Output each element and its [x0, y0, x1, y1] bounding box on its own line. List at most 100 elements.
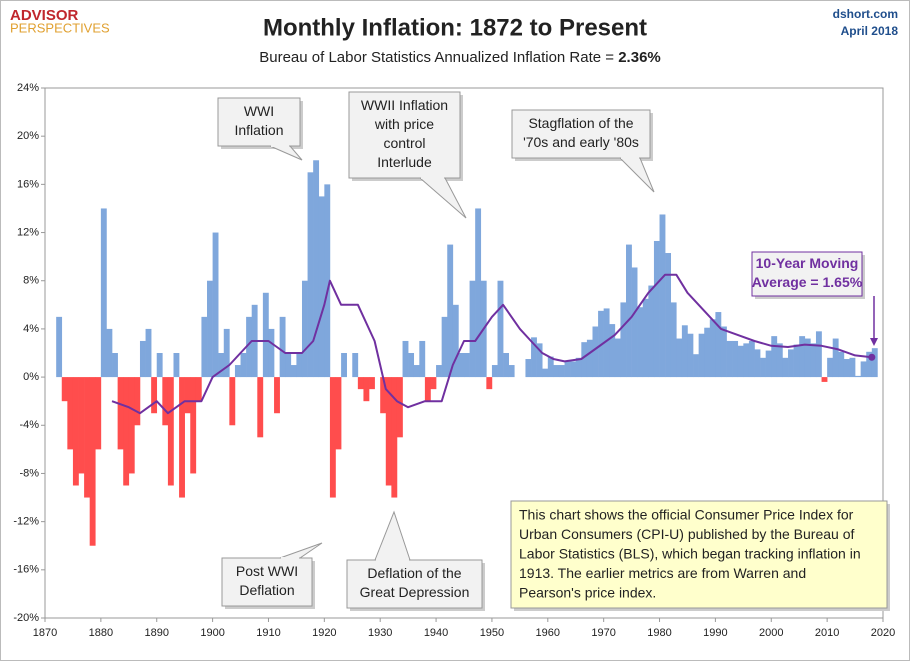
inflation-bar — [765, 350, 772, 378]
moving-average-line — [111, 273, 872, 415]
inflation-bar — [653, 240, 660, 378]
site: dshort.com — [833, 7, 898, 21]
callout-text: 10-Year Moving — [756, 255, 859, 271]
inflation-bar — [257, 377, 264, 438]
inflation-bar — [95, 377, 102, 450]
inflation-bar — [815, 331, 822, 378]
inflation-bar — [139, 340, 146, 378]
callout-text: WWII Inflation — [361, 97, 448, 113]
inflation-bar — [402, 340, 409, 378]
inflation-bar — [352, 353, 359, 378]
inflation-bar — [56, 316, 63, 378]
chart-title: Monthly Inflation: 1872 to Present — [263, 14, 647, 41]
note-text: This chart shows the official Consumer P… — [519, 507, 854, 523]
inflation-bar — [614, 338, 621, 378]
x-tick-label: 2000 — [759, 627, 783, 639]
inflation-bar — [78, 377, 85, 474]
callout-text: Post WWI — [236, 563, 298, 579]
inflation-bar — [603, 308, 610, 378]
x-tick-label: 1890 — [144, 627, 168, 639]
inflation-bar — [681, 325, 688, 378]
inflation-bar — [827, 357, 834, 378]
inflation-bar — [732, 340, 739, 378]
callout-box — [348, 91, 461, 179]
inflation-bar — [313, 160, 320, 378]
inflation-bar — [190, 377, 197, 474]
inflation-bar — [631, 267, 638, 378]
inflation-bar — [246, 316, 253, 378]
subtitle: Bureau of Labor Statistics Annualized In… — [259, 49, 661, 66]
callout-box — [751, 251, 863, 297]
inflation-bar — [268, 328, 275, 378]
inflation-bar — [179, 377, 185, 498]
y-tick-label: -4% — [19, 419, 39, 431]
inflation-bar — [396, 377, 403, 438]
callout-text: control — [383, 135, 425, 151]
inflation-bar — [335, 377, 342, 450]
inflation-bar — [536, 343, 543, 378]
inflation-bar — [637, 307, 644, 378]
inflation-bar — [89, 377, 96, 546]
inflation-bar — [709, 319, 716, 378]
inflation-bar — [838, 351, 845, 378]
inflation-bar — [84, 377, 90, 498]
inflation-bar — [363, 377, 370, 402]
inflation-bar — [447, 244, 454, 378]
note-text: 1913. The earlier metrics are from Warre… — [519, 565, 806, 581]
y-tick-label: 0% — [23, 371, 39, 383]
x-tick-label: 1920 — [312, 627, 336, 639]
callout-text: Average = 1.65% — [752, 274, 863, 290]
inflation-bar — [866, 351, 873, 378]
inflation-bar — [799, 336, 806, 378]
x-tick-label: 1980 — [647, 627, 671, 639]
inflation-bar — [195, 377, 202, 402]
callout-box — [217, 97, 301, 147]
x-tick-label: 2010 — [815, 627, 839, 639]
inflation-bar — [307, 172, 314, 378]
inflation-bar — [117, 377, 124, 450]
inflation-bar — [223, 328, 230, 378]
subtitle-value: 2.36% — [618, 49, 661, 66]
y-tick-label: 12% — [17, 226, 39, 238]
inflation-bar — [464, 353, 470, 378]
inflation-bar — [458, 353, 465, 378]
inflation-bar — [67, 377, 74, 450]
inflation-bar — [452, 304, 459, 378]
inflation-bar — [262, 292, 269, 378]
note-box — [510, 500, 888, 609]
inflation-bar — [871, 348, 878, 378]
inflation-bar — [743, 343, 750, 378]
inflation-bar — [424, 377, 431, 402]
note-text: Labor Statistics (BLS), which began trac… — [519, 546, 861, 562]
inflation-bar — [525, 359, 532, 378]
inflation-bar — [391, 377, 398, 498]
inflation-bar — [542, 368, 549, 378]
x-tick-label: 1970 — [591, 627, 615, 639]
inflation-bar — [508, 365, 515, 378]
inflation-bar — [145, 328, 152, 378]
inflation-bar — [592, 326, 599, 378]
x-tick-label: 1870 — [33, 627, 57, 639]
inflation-bar — [497, 280, 504, 378]
inflation-bar — [486, 377, 493, 390]
inflation-bar — [408, 353, 415, 378]
inflation-bar — [156, 353, 163, 378]
inflation-bar — [626, 244, 632, 378]
callout-text: Inflation — [234, 122, 283, 138]
callout-text: Deflation of the — [367, 565, 461, 581]
inflation-bar — [620, 302, 627, 378]
inflation-bar — [341, 353, 347, 378]
inflation-bar — [760, 357, 766, 378]
date: April 2018 — [841, 24, 899, 38]
inflation-bar — [296, 353, 303, 378]
inflation-bar — [564, 361, 571, 378]
logo-bottom: PERSPECTIVES — [10, 20, 110, 35]
inflation-bar — [581, 342, 588, 378]
callout-arrowhead — [870, 338, 878, 346]
inflation-bar — [737, 345, 744, 378]
inflation-bar — [810, 343, 817, 378]
inflation-bar — [648, 285, 655, 378]
x-tick-label: 1950 — [480, 627, 504, 639]
inflation-bar — [134, 377, 141, 426]
